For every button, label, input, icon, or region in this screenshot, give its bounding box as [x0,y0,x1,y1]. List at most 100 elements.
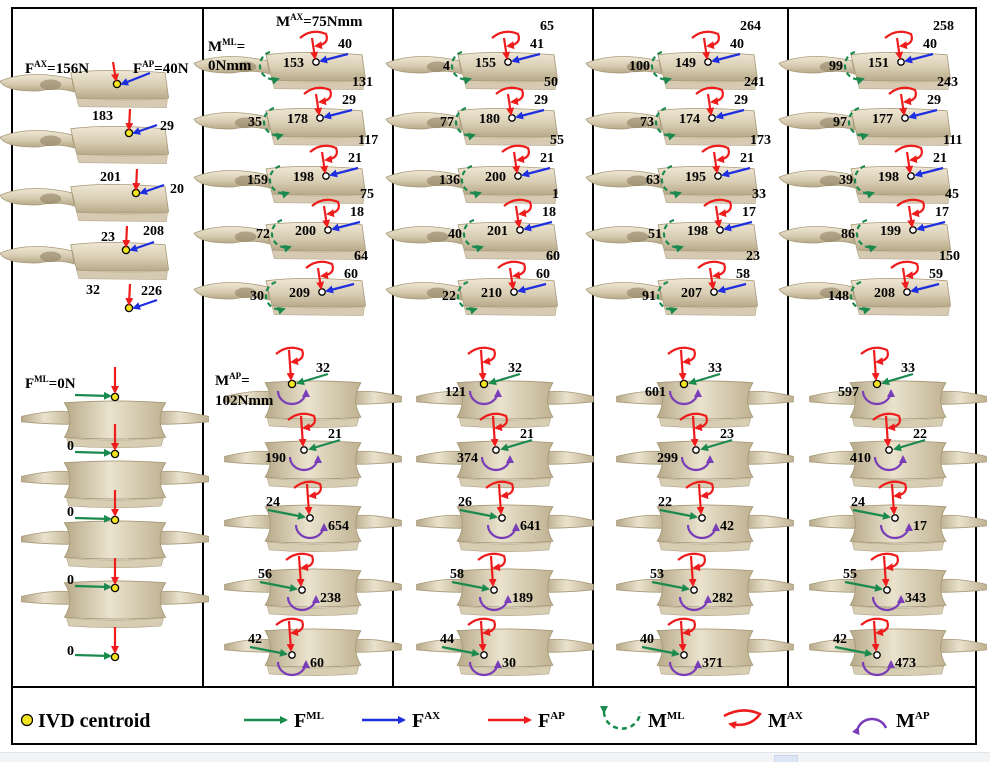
p2-bottom-max-arrow-4 [275,617,304,637]
p4-bottom-fml-arrow-1 [700,438,733,452]
p2-side-vertebra-5 [193,278,367,316]
p5-top-fap-arrow-4 [901,267,910,290]
p4-top-fap-arrow-2 [712,151,721,174]
p4-top-max-label-2: 173 [750,133,771,148]
p3-top-mml-arrow-3 [462,218,484,253]
p2-top-mml-label-2: 159 [247,173,268,188]
p2-top-fap-label-0: 40 [338,37,352,52]
p1-top-fap-arrow-2 [132,168,141,191]
p3-top-fap-label-1: 29 [534,93,548,108]
p3-bottom-centroid-0 [479,379,489,389]
p2-top-fap-label-3: 18 [350,205,364,220]
p5-bottom-map-arrow-3 [871,595,905,612]
p3-bottom-map-arrow-2 [486,523,520,540]
p5-top-mml-label-3: 86 [841,227,855,242]
p4-top-max-label-4: 23 [746,249,760,264]
p4-top-fax-arrow-3 [723,220,753,232]
p3-bottom-map-arrow-4 [468,660,502,677]
p4-top-max-arrow-3 [703,198,732,218]
p3-top-max-label-3: 1 [552,187,559,202]
p3-bottom-map-arrow-3 [478,595,512,612]
f-ml-header: FML=0N [25,374,76,392]
p4-side-vertebra-4 [585,222,759,260]
p4-bottom-map-label-0: 601 [645,385,666,400]
p5-bottom-centroid-0 [872,379,882,389]
viewer-status-button[interactable] [774,755,798,762]
p2-top-mml-arrow-0 [258,50,280,85]
p5-top-mml-arrow-1 [847,106,869,141]
p3-bottom-centroid-4 [480,651,488,659]
p3-top-fap-label-3: 18 [542,205,556,220]
p2-bottom-max-arrow-1 [287,412,316,432]
p4-top-max-arrow-1 [695,86,724,106]
p5-bottom-map-label-1: 410 [850,451,871,466]
p5-bottom-map-label-2: 17 [913,519,927,534]
p1-top-fap-label-1: 29 [160,119,174,134]
p4-top-mml-arrow-4 [656,280,678,315]
p2-top-max-arrow-0 [299,30,328,50]
p5-top-fap-arrow-1 [899,93,908,116]
p2-bottom-map-label-1: 190 [265,451,286,466]
p4-top-centroid-3 [716,226,724,234]
p5-top-centroid-1 [901,114,909,122]
p5-top-mml-label-1: 97 [833,115,847,130]
p4-bottom-fap-arrow-3 [688,555,697,587]
p4-bottom-fap-arrow-0 [678,349,687,381]
p1-bottom-centroid-2 [110,515,120,525]
p3-top-fax-label-2: 200 [485,170,506,185]
p5-top-fap-arrow-0 [895,37,904,60]
p2-top-mml-label-4: 30 [250,289,264,304]
p2-top-fap-label-4: 60 [344,267,358,282]
p3-bottom-fml-arrow-1 [500,438,533,452]
p3-front-vertebra-2 [416,440,594,489]
p5-top-centroid-4 [903,288,911,296]
p2-top-fax-arrow-0 [319,52,349,64]
p2-side-vertebra-4 [193,222,367,260]
p1-bottom-fml-label-1: 0 [67,439,74,454]
p5-front-vertebra-4 [809,568,987,617]
p5-bottom-fml-arrow-0 [881,372,914,386]
p4-bottom-fml-label-2: 22 [658,495,672,510]
p4-bottom-fml-label-4: 40 [640,632,654,647]
p3-top-max-label-4: 60 [546,249,560,264]
p1-bottom-fml-arrow-0 [74,391,112,400]
p5-bottom-fml-label-1: 22 [913,427,927,442]
p1-top-centroid-0 [112,79,122,89]
p5-bottom-fml-label-3: 55 [843,567,857,582]
p3-bottom-fml-label-0: 32 [508,361,522,376]
p5-bottom-fml-arrow-2 [852,508,891,520]
p4-bottom-map-arrow-4 [668,660,702,677]
p5-bottom-fap-arrow-3 [881,555,890,587]
p4-bottom-map-label-2: 42 [720,519,734,534]
max-legend-icon [723,709,762,730]
p3-top-max-arrow-1 [495,86,524,106]
outer-frame [11,7,977,745]
p3-top-fax-arrow-0 [511,52,541,64]
p3-bottom-centroid-3 [490,586,498,594]
p5-bottom-max-arrow-2 [878,480,907,500]
p2-top-fax-arrow-2 [329,166,359,178]
p2-top-fax-arrow-3 [331,220,361,232]
m-ax-header: MAX=75Nmm [276,12,363,30]
p5-front-vertebra-5 [809,628,987,677]
p1-bottom-fml-label-2: 0 [67,505,74,520]
p2-top-fap-arrow-0 [310,37,319,60]
p3-top-max-arrow-4 [497,260,526,280]
p5-top-fax-arrow-1 [908,108,938,120]
legend-mml-label: MML [648,710,685,732]
vertebrae-layer [0,52,987,677]
p2-side-vertebra-2 [193,108,367,146]
p3-bottom-fap-arrow-3 [488,555,497,587]
p3-side-vertebra-2 [385,108,559,146]
p3-bottom-fml-label-1: 21 [520,427,534,442]
p3-top-fax-arrow-4 [517,282,547,294]
p4-top-fap-arrow-0 [702,37,711,60]
p2-bottom-fml-arrow-4 [249,645,288,657]
p4-bottom-max-arrow-4 [667,617,696,637]
p5-bottom-max-arrow-0 [860,346,889,366]
p3-bottom-map-label-1: 374 [457,451,478,466]
p2-top-fax-arrow-1 [323,108,353,120]
p3-top-fax-label-0: 155 [475,56,496,71]
centroid-legend-icon [20,713,34,727]
